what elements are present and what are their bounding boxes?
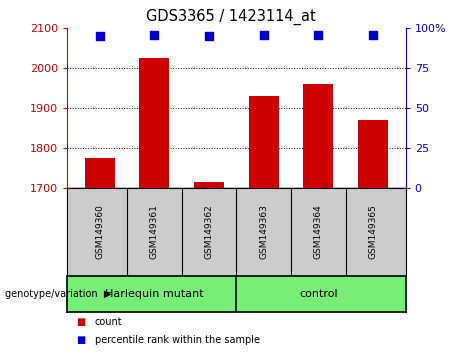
Bar: [85, 158, 115, 188]
Text: ■: ■: [76, 317, 85, 327]
Text: GSM149362: GSM149362: [204, 205, 213, 259]
Point: [369, 32, 377, 38]
Bar: [194, 182, 224, 188]
Bar: [139, 58, 169, 188]
Text: GSM149360: GSM149360: [95, 204, 104, 259]
Point: [260, 32, 267, 38]
Text: count: count: [95, 317, 122, 327]
Point: [205, 34, 213, 39]
Point: [314, 32, 322, 38]
Bar: [358, 120, 388, 188]
Point: [96, 34, 103, 39]
Point: [151, 32, 158, 38]
Text: genotype/variation  ▶: genotype/variation ▶: [5, 289, 111, 299]
Bar: [303, 84, 333, 188]
Text: GSM149363: GSM149363: [259, 204, 268, 259]
Text: GSM149365: GSM149365: [368, 204, 378, 259]
Text: GDS3365 / 1423114_at: GDS3365 / 1423114_at: [146, 9, 315, 25]
Text: Harlequin mutant: Harlequin mutant: [105, 289, 204, 299]
Text: ■: ■: [76, 335, 85, 345]
Text: percentile rank within the sample: percentile rank within the sample: [95, 335, 260, 345]
Bar: [248, 96, 278, 188]
Text: GSM149364: GSM149364: [314, 205, 323, 259]
Text: control: control: [299, 289, 337, 299]
Text: GSM149361: GSM149361: [150, 204, 159, 259]
